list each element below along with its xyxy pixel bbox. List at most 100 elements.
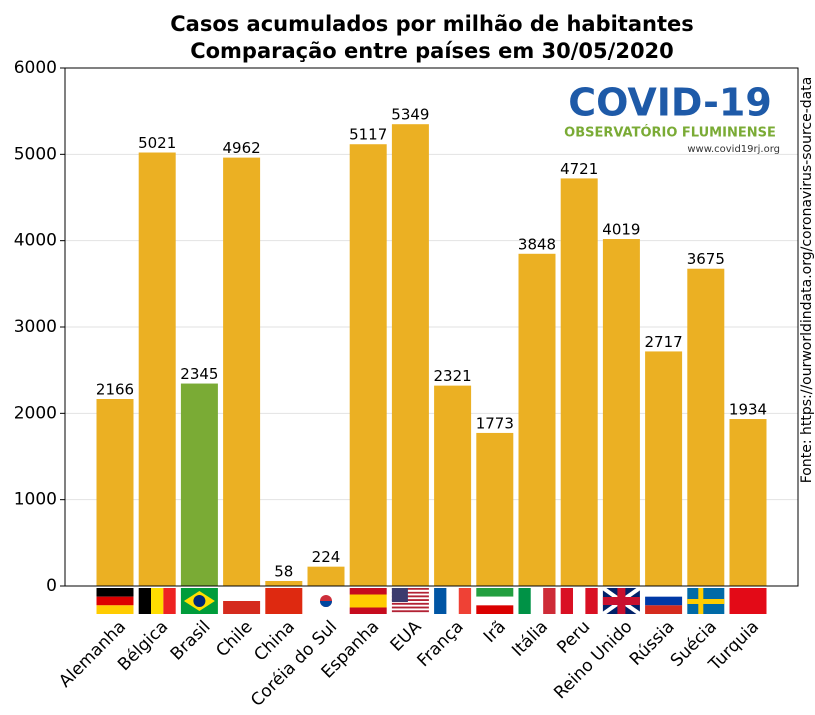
- flag-part: [687, 599, 725, 604]
- flag-part: [138, 588, 152, 614]
- value-label: 4721: [560, 160, 598, 178]
- flag-part: [391, 606, 429, 609]
- value-label: 4019: [602, 221, 640, 239]
- flag-part: [391, 591, 429, 594]
- flag: [138, 588, 176, 614]
- flag-part: [223, 588, 261, 601]
- flag-part: [320, 601, 332, 607]
- bar: [138, 152, 176, 587]
- value-label: 2166: [96, 381, 134, 399]
- value-label: 1934: [729, 401, 767, 419]
- chart-title: Casos acumulados por milhão de habitante…: [170, 12, 694, 36]
- bar: [434, 385, 472, 586]
- plot-frame: [64, 67, 799, 587]
- bar: [391, 124, 429, 586]
- value-label: 3675: [687, 250, 725, 268]
- y-tick-label: 1000: [14, 490, 57, 510]
- bar: [307, 566, 345, 586]
- flag-part: [391, 610, 429, 613]
- flag-part: [349, 594, 387, 601]
- flag-part: [602, 597, 640, 605]
- bar: [349, 144, 387, 586]
- x-tick-label: Reino Unido: [550, 617, 636, 703]
- flag: [476, 588, 514, 614]
- value-label: 2321: [434, 367, 472, 385]
- flag-part: [543, 588, 556, 614]
- value-label: 5021: [138, 134, 176, 152]
- flag: [687, 588, 725, 614]
- bar: [223, 157, 261, 586]
- bar: [645, 351, 683, 586]
- flag: [223, 588, 261, 614]
- flag-part: [585, 588, 598, 614]
- value-label: 2345: [180, 365, 218, 383]
- flag-part: [518, 588, 531, 614]
- flag-part: [391, 602, 429, 605]
- y-tick-label: 6000: [14, 58, 57, 78]
- flag-part: [96, 596, 134, 606]
- flag-part: [349, 588, 387, 595]
- y-tick-label: 5000: [14, 144, 57, 164]
- bar: [96, 399, 134, 586]
- flag: [391, 588, 429, 613]
- bar: [560, 178, 598, 586]
- value-label: 2717: [645, 333, 683, 351]
- bar: [476, 432, 514, 586]
- chart-subtitle: Comparação entre países em 30/05/2020: [190, 39, 674, 63]
- logo-subtitle: OBSERVATÓRIO FLUMINENSE: [564, 125, 776, 141]
- flag-part: [151, 588, 164, 614]
- flag-part: [476, 605, 514, 614]
- bar: [518, 253, 556, 586]
- flag-part: [530, 588, 544, 614]
- y-tick-label: 4000: [14, 231, 57, 251]
- value-label: 5349: [391, 106, 429, 124]
- value-label: 58: [274, 562, 293, 580]
- flag-part: [391, 599, 429, 601]
- bar: [687, 268, 725, 586]
- flag-part: [476, 596, 514, 606]
- bar: [602, 239, 640, 586]
- value-label: 3848: [518, 235, 556, 253]
- flag: [434, 588, 472, 614]
- y-tick-label: 2000: [14, 403, 57, 423]
- flag-part: [193, 595, 206, 607]
- flag-part: [729, 588, 767, 614]
- flag-part: [349, 607, 387, 614]
- value-label: 5117: [349, 126, 387, 144]
- flag: [601, 586, 642, 616]
- flag: [729, 588, 767, 614]
- flag-part: [265, 588, 303, 614]
- flag-part: [560, 588, 574, 614]
- bar: [729, 419, 767, 586]
- bar: [180, 383, 218, 586]
- x-tick-label: Itália: [508, 617, 552, 661]
- flag-part: [349, 601, 387, 608]
- x-tick-label: França: [414, 617, 468, 671]
- x-tick-label: Irã: [480, 617, 510, 647]
- flag: [180, 588, 218, 614]
- y-tick-label: 0: [46, 576, 57, 596]
- value-label: 1773: [476, 414, 514, 432]
- bar: [265, 580, 303, 586]
- value-label: 4962: [223, 139, 261, 157]
- flag-part: [645, 596, 683, 606]
- flag: [265, 588, 303, 614]
- flag: [307, 588, 345, 614]
- flag-part: [458, 588, 472, 614]
- flag-part: [391, 595, 429, 598]
- flag: [560, 588, 598, 614]
- flag: [645, 588, 683, 614]
- flag-part: [645, 605, 683, 614]
- flag-part: [96, 605, 134, 614]
- x-tick-label: Alemanha: [55, 617, 130, 692]
- logo-url: www.covid19rj.org: [687, 144, 780, 155]
- flag-part: [96, 588, 134, 597]
- flag-part: [223, 601, 261, 614]
- flag-part: [434, 588, 447, 614]
- flag-part: [391, 588, 408, 602]
- logo-title: COVID-19: [568, 81, 772, 125]
- x-tick-label: Brasil: [167, 617, 215, 665]
- flag-part: [446, 588, 459, 614]
- x-tick-label: Chile: [212, 617, 256, 661]
